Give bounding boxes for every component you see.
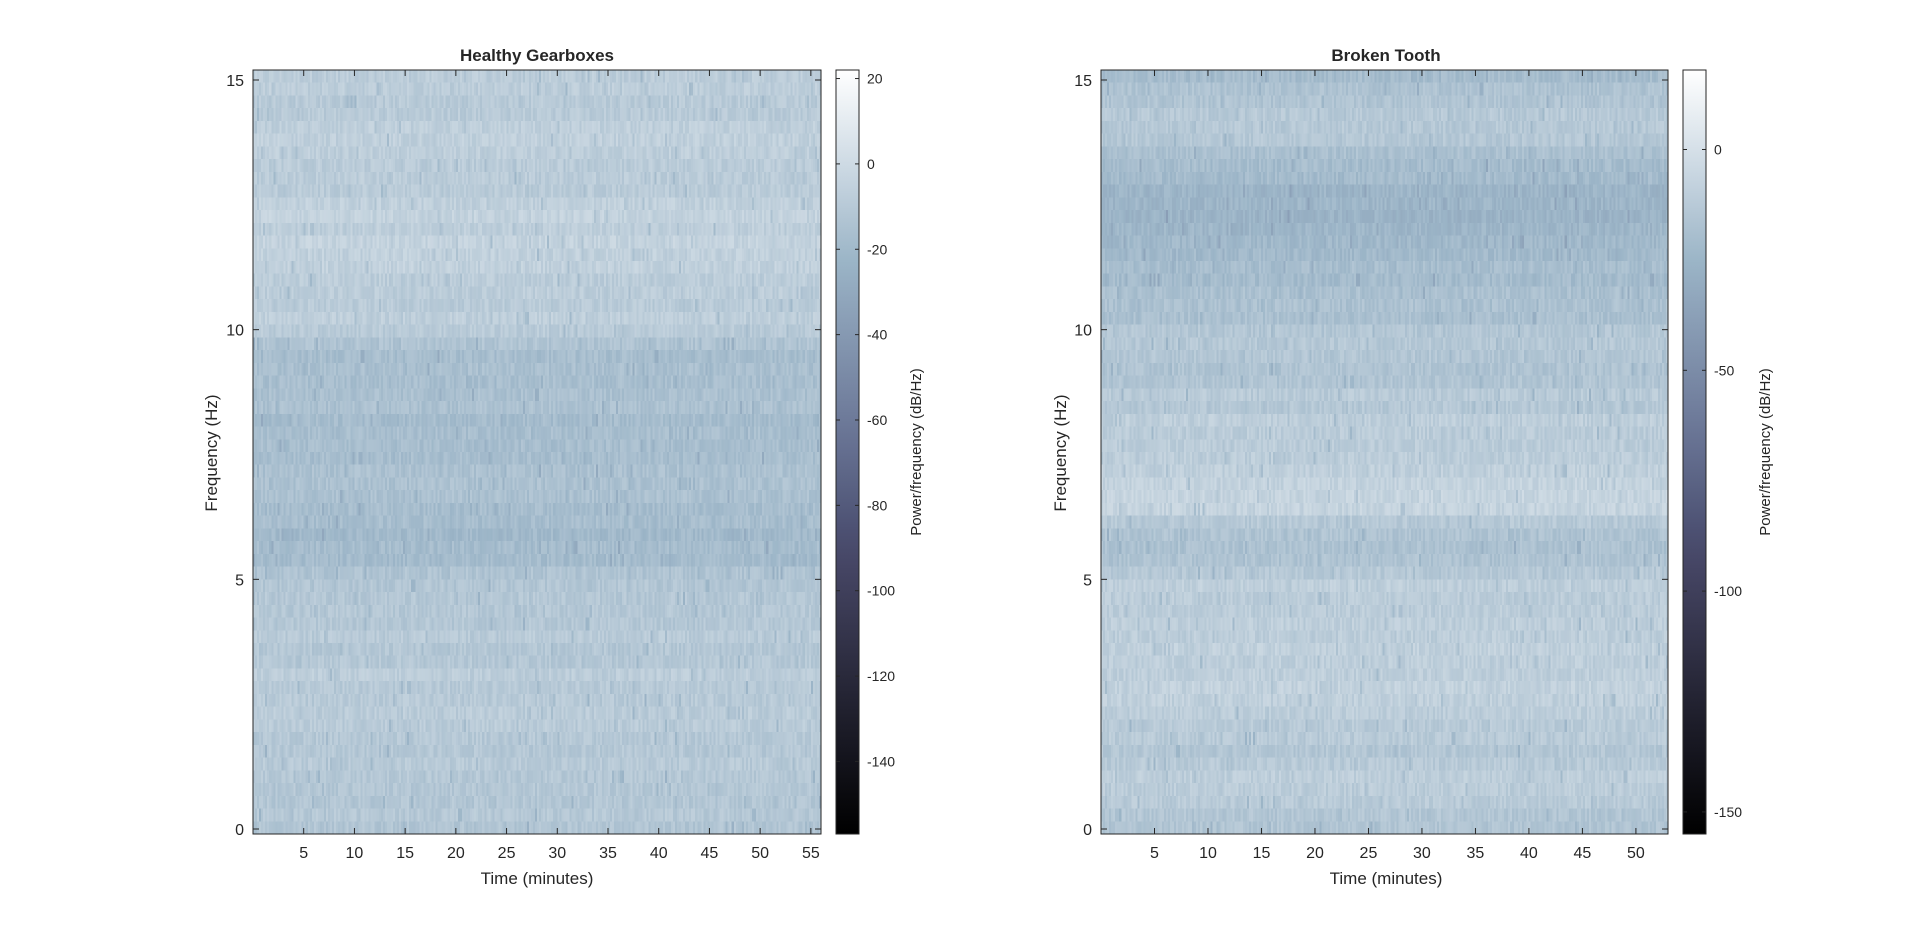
chart-title: Healthy Gearboxes	[460, 46, 614, 65]
x-axis-label: Time (minutes)	[1330, 869, 1443, 888]
y-tick-label: 5	[1083, 572, 1092, 589]
y-tick-label: 5	[235, 572, 244, 589]
y-axis-label: Frequency (Hz)	[1051, 394, 1070, 511]
x-tick-label: 40	[1520, 845, 1538, 862]
spectrogram-plot	[1100, 69, 1669, 835]
colorbar-tick-label: -60	[867, 412, 887, 428]
x-axis-ticks: 5 10 15 20 25 30 35 40 45 50 55	[299, 70, 820, 862]
x-tick-label: 20	[447, 845, 465, 862]
colorbar: 20 0 -20 -40 -60 -80 -100 -120 -140	[835, 69, 895, 835]
x-tick-label: 25	[1360, 845, 1378, 862]
y-tick-label: 15	[1074, 73, 1092, 90]
chart-title: Broken Tooth	[1331, 46, 1440, 65]
x-tick-label: 55	[802, 845, 820, 862]
x-tick-label: 15	[1253, 845, 1271, 862]
colorbar-tick-label: -50	[1714, 362, 1734, 378]
spectrogram-image	[253, 70, 821, 834]
plot-frame	[1100, 69, 1669, 835]
colorbar-tick-label: 0	[867, 156, 875, 172]
broken-tooth-panel: Broken Tooth 5 10 15 20 25 30 35 40 45 50 051015 …	[1051, 46, 1774, 888]
colorbar-tick-label: -40	[867, 327, 887, 343]
y-tick-label: 10	[226, 323, 244, 340]
x-tick-label: 30	[548, 845, 566, 862]
colorbar-tick-label: 20	[867, 71, 883, 87]
colorbar-label: Power/frequency (dB/Hz)	[908, 368, 925, 536]
x-tick-label: 10	[346, 845, 364, 862]
x-tick-label: 25	[498, 845, 516, 862]
x-tick-label: 15	[396, 845, 414, 862]
x-tick-label: 40	[650, 845, 668, 862]
x-tick-label: 45	[701, 845, 719, 862]
x-axis-ticks: 5 10 15 20 25 30 35 40 45 50	[1150, 70, 1645, 862]
x-tick-label: 5	[1150, 845, 1159, 862]
x-tick-label: 35	[599, 845, 617, 862]
healthy-gearboxes-panel: Healthy Gearboxes 5 10 15 20 25 30 35 40 45 50 55 …	[202, 46, 925, 888]
y-tick-label: 15	[226, 73, 244, 90]
plot-frame	[252, 69, 822, 835]
spectrogram-plot	[252, 69, 822, 835]
x-tick-label: 35	[1467, 845, 1485, 862]
colorbar-label: Power/frequency (dB/Hz)	[1757, 368, 1774, 536]
y-tick-label: 0	[235, 822, 244, 839]
x-tick-label: 10	[1199, 845, 1217, 862]
colorbar-tick-label: -20	[867, 241, 887, 257]
colorbar-tick-label: 0	[1714, 141, 1722, 157]
x-tick-label: 30	[1413, 845, 1431, 862]
x-tick-label: 50	[1627, 845, 1645, 862]
y-tick-label: 10	[1074, 323, 1092, 340]
y-tick-label: 0	[1083, 822, 1092, 839]
colorbar-gradient	[1682, 69, 1707, 835]
y-axis-ticks: 0 5 10 15	[1074, 73, 1668, 839]
colorbar-tick-label: -100	[1714, 583, 1742, 599]
x-tick-label: 50	[751, 845, 769, 862]
colorbar-tick-label: -80	[867, 497, 887, 513]
colorbar-tick-label: -120	[867, 668, 895, 684]
colorbar: 0 -50 -100 -150	[1682, 69, 1742, 835]
y-axis-label: Frequency (Hz)	[202, 394, 221, 511]
x-tick-label: 5	[299, 845, 308, 862]
y-axis-ticks: 0 5 10 15	[226, 73, 821, 839]
colorbar-tick-label: -150	[1714, 804, 1742, 820]
x-tick-label: 45	[1574, 845, 1592, 862]
colorbar-tick-label: -140	[867, 753, 895, 769]
x-tick-label: 20	[1306, 845, 1324, 862]
spectrogram-image	[1101, 70, 1668, 834]
colorbar-tick-label: -100	[867, 583, 895, 599]
colorbar-gradient	[835, 69, 860, 835]
x-axis-label: Time (minutes)	[481, 869, 594, 888]
